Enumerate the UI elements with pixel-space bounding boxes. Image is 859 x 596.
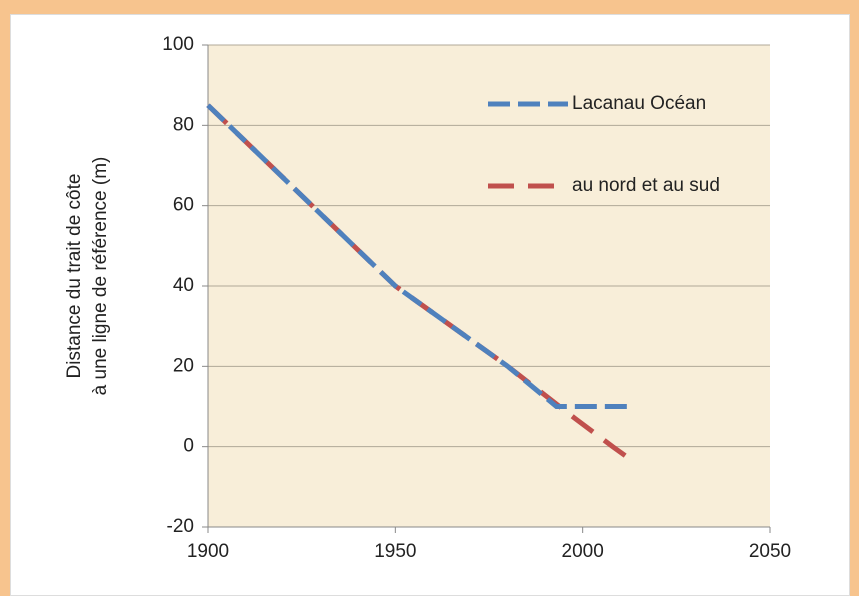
y-axis-label: à une ligne de référence (m) (90, 157, 111, 396)
x-tick-label: 1900 (187, 541, 229, 562)
chart: -20 0 20 40 60 80 100 1900 1950 2000 2050 Distance … (64, 34, 791, 562)
y-tick-label: 0 (183, 436, 194, 457)
legend-label: au nord et au sud (572, 175, 720, 196)
y-tick-label: 80 (173, 114, 194, 135)
legend-label: Lacanau Océan (572, 93, 707, 114)
x-tick-label: 2050 (749, 541, 791, 562)
y-axis-label: Distance du trait de côte (64, 174, 85, 379)
y-tick-label: 60 (173, 195, 194, 216)
y-tick-label: 40 (173, 275, 194, 296)
y-tick-label: -20 (167, 516, 194, 537)
y-tick-label: 20 (173, 355, 194, 376)
page: -20 0 20 40 60 80 100 1900 1950 2000 2050 Distance … (10, 14, 850, 596)
series-line (206, 103, 632, 409)
x-tick-label: 1950 (374, 541, 416, 562)
y-tick-label: 100 (162, 34, 194, 55)
x-tick-label: 2000 (562, 541, 604, 562)
